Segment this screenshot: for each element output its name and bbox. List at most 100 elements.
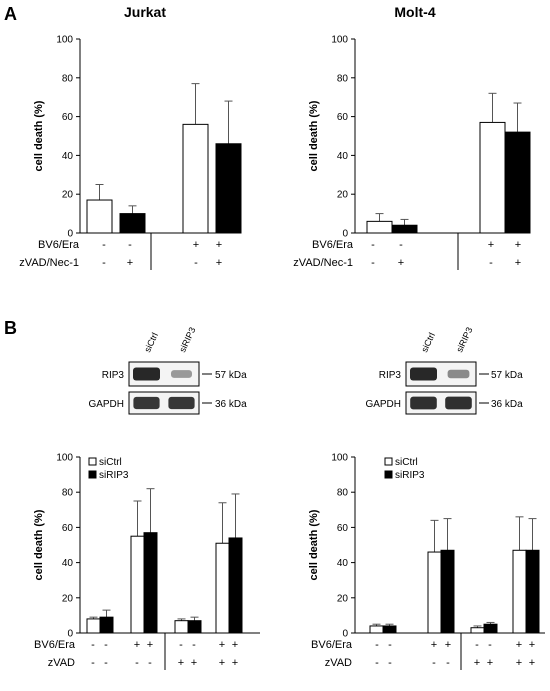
condition-sign: +	[191, 657, 197, 669]
y-tick-label: 80	[62, 73, 74, 84]
condition-label: zVAD/Nec-1	[19, 257, 79, 269]
western-blot-molt4-blot: siCtrl siRIP3 RIP3 57 kDa GAPDH 36 kDa	[365, 326, 523, 415]
y-tick-label: 100	[56, 35, 73, 46]
lane-label: siCtrl	[142, 331, 160, 354]
legend-swatch	[88, 457, 97, 466]
condition-sign: -	[192, 639, 196, 651]
y-tick-label: 80	[62, 488, 74, 499]
legend: siCtrl siRIP3	[88, 457, 129, 481]
condition-sign: -	[104, 639, 108, 651]
y-tick-label: 0	[342, 629, 348, 640]
bar-series-1	[479, 121, 506, 234]
y-tick-label: 20	[337, 190, 349, 201]
condition-sign: -	[102, 239, 106, 251]
condition-label: zVAD	[325, 657, 352, 669]
condition-label: zVAD/Nec-1	[293, 257, 353, 269]
condition-sign: +	[219, 639, 225, 651]
bar-siCtrl	[512, 549, 527, 634]
y-tick-label: 0	[67, 629, 73, 640]
bar-series-2	[391, 224, 418, 234]
protein-label: GAPDH	[88, 399, 124, 410]
chart-jurkat-a: Jurkat 0 20 40 60 80 100 cell death (%) BV6/Era -…	[19, 4, 242, 270]
bar-series-1	[366, 220, 393, 234]
y-tick-label: 40	[337, 558, 349, 569]
condition-sign: -	[388, 657, 392, 669]
condition-sign: +	[232, 639, 238, 651]
condition-sign: -	[375, 639, 379, 651]
bar-siCtrl	[86, 618, 101, 634]
bar-siRIP3	[483, 623, 498, 634]
blot-band	[171, 370, 192, 378]
bar-siCtrl	[130, 535, 145, 634]
legend-swatch	[88, 470, 97, 479]
chart-molt4-a: Molt-4 0 20 40 60 80 100 cell death (%) BV6/Era -…	[293, 4, 531, 270]
y-tick-label: 100	[331, 453, 348, 464]
blot-band	[447, 369, 470, 379]
blot-band	[410, 396, 437, 410]
condition-sign: +	[515, 257, 521, 269]
legend-label: siCtrl	[395, 457, 418, 468]
condition-label: zVAD	[48, 657, 75, 669]
size-label: 57 kDa	[215, 370, 247, 381]
condition-label: BV6/Era	[34, 639, 76, 651]
condition-sign: -	[179, 639, 183, 651]
condition-sign: +	[147, 639, 153, 651]
condition-label: BV6/Era	[312, 239, 354, 251]
condition-sign: +	[516, 657, 522, 669]
condition-sign: +	[487, 657, 493, 669]
y-tick-label: 0	[67, 229, 73, 240]
y-axis-label: cell death (%)	[308, 509, 320, 580]
bar-siRIP3	[143, 532, 158, 634]
size-label: 36 kDa	[491, 399, 523, 410]
bar-siCtrl	[427, 551, 442, 634]
condition-sign: -	[91, 639, 95, 651]
y-axis-label: cell death (%)	[33, 509, 45, 580]
panel-label-a: A	[4, 4, 17, 24]
y-tick-label: 100	[331, 35, 348, 46]
y-axis-label: cell death (%)	[33, 100, 45, 171]
bar-siCtrl	[470, 627, 485, 634]
condition-sign: -	[375, 657, 379, 669]
y-tick-label: 20	[337, 593, 349, 604]
condition-sign: +	[516, 639, 522, 651]
legend-label: siCtrl	[99, 457, 122, 468]
condition-sign: -	[446, 657, 450, 669]
bar-series-1	[182, 123, 209, 234]
condition-sign: +	[431, 639, 437, 651]
condition-sign: -	[194, 257, 198, 269]
condition-sign: +	[134, 639, 140, 651]
condition-sign: +	[398, 257, 404, 269]
condition-sign: -	[91, 657, 95, 669]
y-tick-label: 40	[62, 558, 74, 569]
lane-label: siRIP3	[177, 326, 197, 354]
condition-sign: +	[529, 639, 535, 651]
y-tick-label: 80	[337, 488, 349, 499]
legend: siCtrl siRIP3	[384, 457, 425, 481]
condition-sign: +	[474, 657, 480, 669]
condition-sign: -	[489, 257, 493, 269]
condition-sign: +	[127, 257, 133, 269]
charts-layer: Jurkat 0 20 40 60 80 100 cell death (%) BV6/Era -…	[19, 4, 545, 670]
y-tick-label: 40	[62, 151, 74, 162]
legend-swatch	[384, 457, 393, 466]
y-tick-label: 0	[342, 229, 348, 240]
bar-series-2	[119, 213, 146, 234]
chart-title: Molt-4	[394, 4, 435, 20]
condition-sign: +	[216, 257, 222, 269]
bar-siRIP3	[99, 616, 114, 634]
condition-sign: +	[529, 657, 535, 669]
bar-siCtrl	[215, 542, 230, 634]
bar-series-1	[86, 199, 113, 234]
y-tick-label: 40	[337, 151, 349, 162]
bar-siRIP3	[525, 549, 540, 634]
condition-sign: +	[232, 657, 238, 669]
bar-siRIP3	[382, 625, 397, 634]
condition-sign: +	[193, 239, 199, 251]
blot-band	[133, 367, 160, 381]
blot-band	[445, 396, 472, 410]
bar-siRIP3	[228, 537, 243, 634]
condition-sign: +	[219, 657, 225, 669]
western-blot-jurkat-blot: siCtrl siRIP3 RIP3 57 kDa GAPDH 36 kDa	[88, 326, 247, 415]
